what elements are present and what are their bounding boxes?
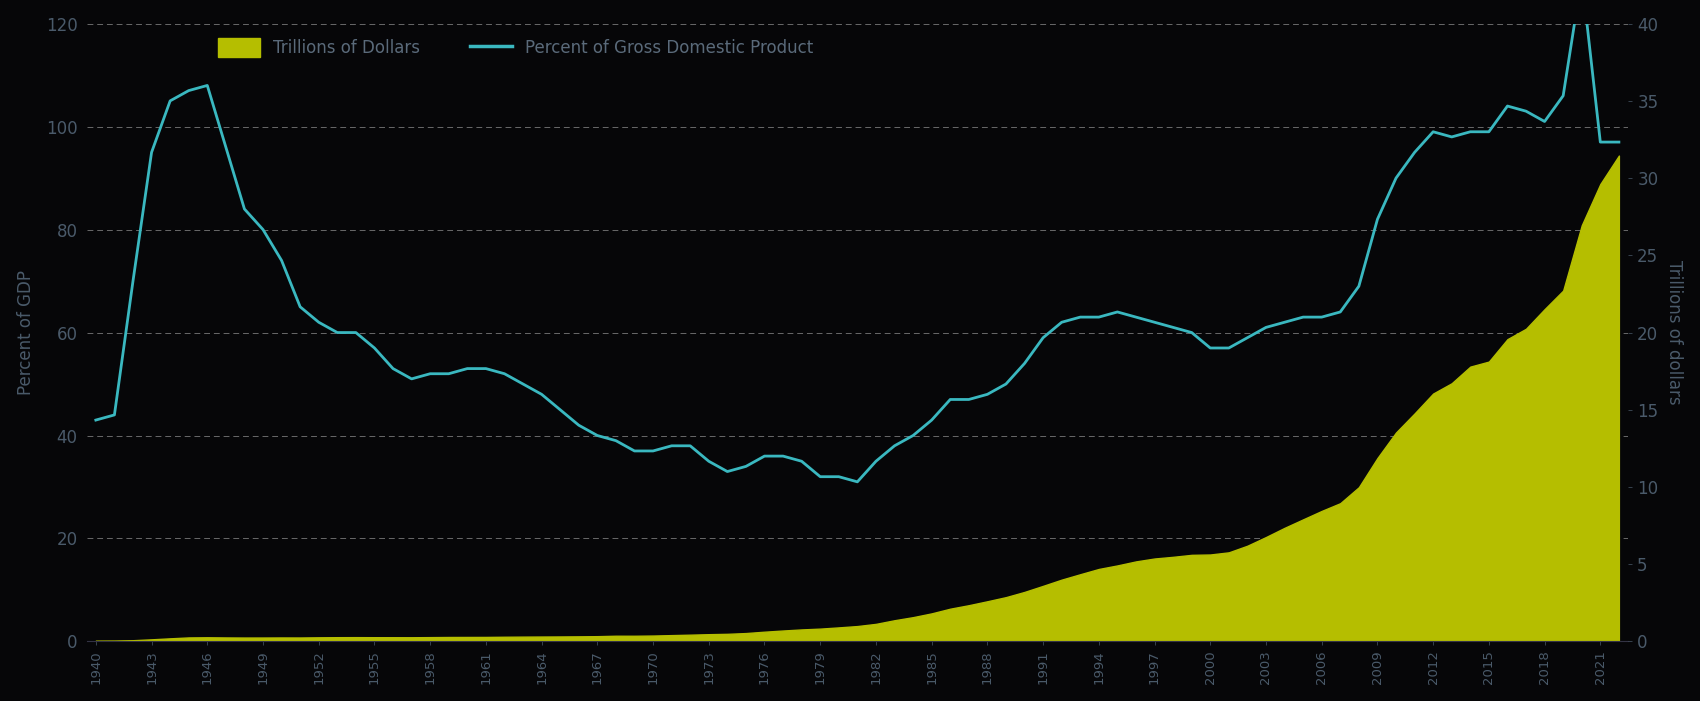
Legend: Trillions of Dollars, Percent of Gross Domestic Product: Trillions of Dollars, Percent of Gross D… bbox=[218, 38, 814, 57]
Y-axis label: Percent of GDP: Percent of GDP bbox=[17, 270, 34, 395]
Y-axis label: Trillions of dollars: Trillions of dollars bbox=[1666, 260, 1683, 405]
